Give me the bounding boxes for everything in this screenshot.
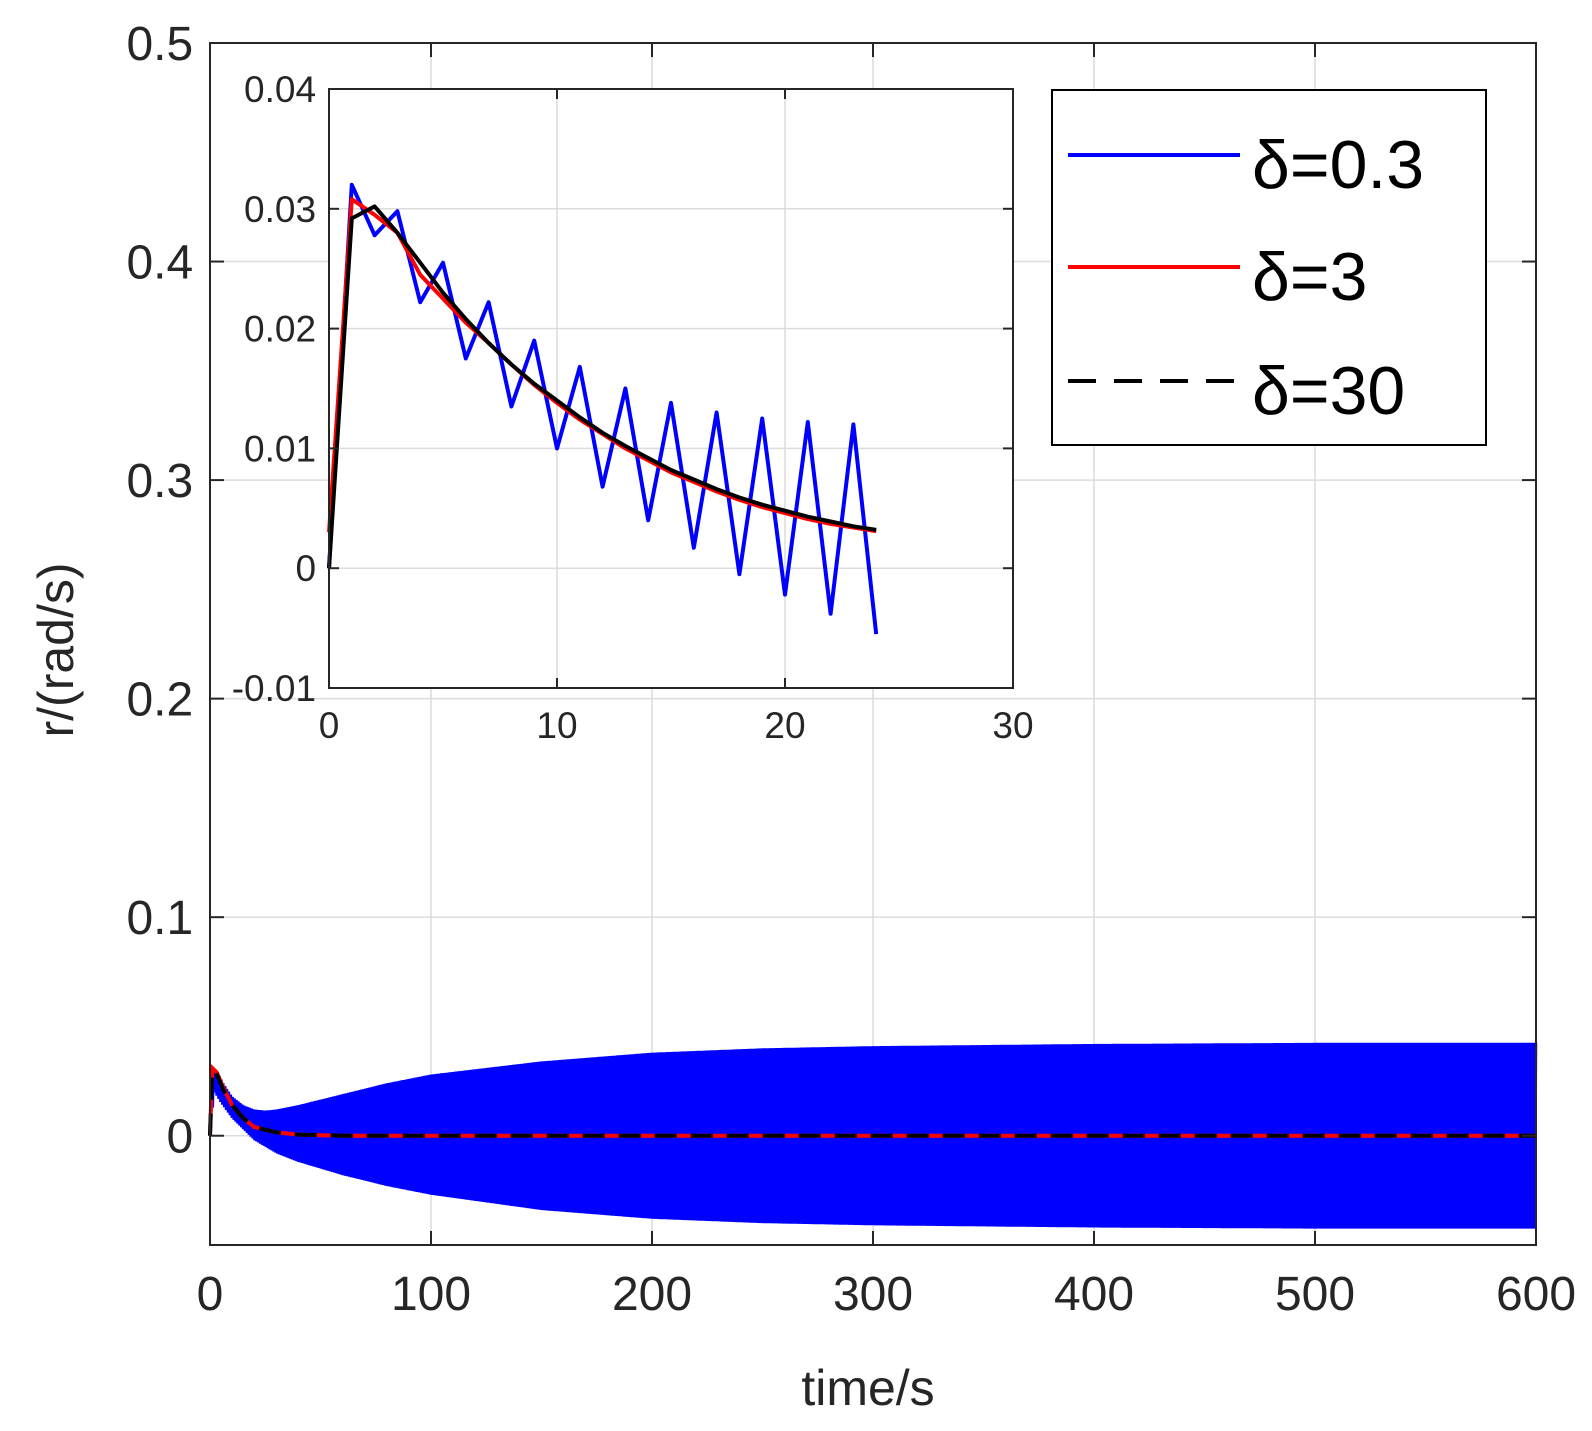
- inset-y-tick-label: 0.02: [244, 309, 316, 350]
- inset-x-tick-label: 20: [764, 705, 805, 746]
- legend-label-delta-3: δ=3: [1252, 239, 1367, 315]
- inset-series: [327, 182, 879, 635]
- inset-y-tick-label: 0.04: [244, 69, 316, 110]
- inset-series-delta-30: [327, 204, 877, 569]
- main-x-tick-label: 200: [612, 1268, 692, 1321]
- inset-plot-frame: [328, 88, 1014, 689]
- main-y-tick-label: 0.1: [126, 892, 193, 945]
- legend-label-delta-0-3: δ=0.3: [1252, 127, 1424, 203]
- inset-y-tick-label: 0.03: [244, 189, 316, 230]
- main-x-tick-label: 300: [833, 1268, 913, 1321]
- main-x-tick-label: 500: [1275, 1268, 1355, 1321]
- inset-series-delta-0-3: [327, 182, 879, 635]
- inset-x-tick-label: 10: [536, 705, 577, 746]
- main-x-tick-label: 400: [1054, 1268, 1134, 1321]
- legend-label-delta-30: δ=30: [1252, 353, 1405, 429]
- main-y-tick-label: 0: [166, 1111, 193, 1164]
- inset-y-tick-label: 0.01: [244, 428, 316, 469]
- main-x-tick-label: 600: [1496, 1268, 1576, 1321]
- inset-y-tick-label: -0.01: [232, 668, 316, 709]
- main-ticks: [209, 42, 1537, 1245]
- main-series: [208, 1042, 1538, 1229]
- main-y-tick-label: 0.4: [126, 236, 193, 289]
- main-y-tick-label: 0.5: [126, 18, 193, 71]
- inset-x-tick-label: 30: [992, 705, 1033, 746]
- inset-ticks: [328, 88, 1014, 689]
- main-y-tick-label: 0.3: [126, 455, 193, 508]
- main-y-tick-label: 0.2: [126, 673, 193, 726]
- inset-background: [329, 89, 1013, 688]
- inset-x-tick-label: 0: [319, 705, 340, 746]
- inset-y-tick-label: 0: [295, 548, 316, 589]
- y-axis-label: r/(rad/s): [28, 563, 84, 738]
- x-axis-label: time/s: [801, 1360, 934, 1416]
- main-series-delta-0-3: [208, 1042, 1538, 1229]
- main-series-delta-30: [208, 1065, 1536, 1138]
- main-x-tick-label: 0: [197, 1268, 224, 1321]
- legend: δ=0.3 δ=3 δ=30: [1051, 89, 1487, 446]
- main-x-tick-label: 100: [391, 1268, 471, 1321]
